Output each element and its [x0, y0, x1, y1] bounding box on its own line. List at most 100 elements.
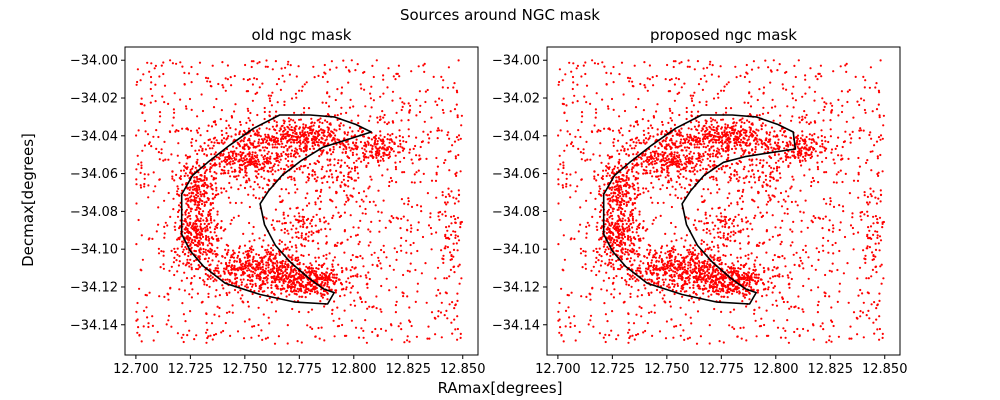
scatter-point: [303, 291, 306, 294]
scatter-point: [282, 150, 285, 154]
scatter-point: [364, 207, 367, 211]
scatter-point: [448, 195, 451, 198]
scatter-point: [783, 212, 786, 215]
scatter-point: [332, 214, 335, 217]
scatter-point: [825, 202, 828, 205]
scatter-point: [629, 77, 632, 80]
scatter-point: [335, 279, 338, 283]
scatter-point: [162, 159, 165, 162]
scatter-point: [205, 234, 208, 238]
scatter-point: [309, 125, 312, 128]
scatter-point: [579, 223, 582, 226]
scatter-point: [287, 214, 290, 217]
scatter-point: [717, 96, 720, 99]
scatter-point: [739, 263, 743, 267]
scatter-point: [258, 149, 261, 152]
x-tick-label: 12.725: [168, 362, 214, 377]
scatter-point: [377, 210, 380, 213]
scatter-point: [234, 277, 237, 280]
scatter-point: [296, 188, 299, 191]
scatter-point: [593, 177, 596, 180]
scatter-point: [380, 284, 383, 288]
scatter-point: [207, 144, 210, 147]
scatter-point: [848, 133, 852, 136]
scatter-point: [155, 230, 158, 233]
scatter-point: [262, 163, 266, 166]
scatter-point: [333, 273, 336, 276]
scatter-point: [454, 221, 457, 224]
scatter-point: [184, 211, 187, 214]
scatter-point: [442, 79, 445, 82]
scatter-point: [439, 311, 443, 314]
scatter-point: [813, 90, 817, 93]
scatter-point: [786, 207, 789, 211]
scatter-point: [217, 193, 220, 196]
scatter-point: [262, 239, 265, 242]
scatter-point: [457, 265, 460, 268]
scatter-point: [857, 294, 860, 297]
scatter-point: [231, 162, 234, 165]
scatter-point: [406, 335, 409, 338]
scatter-point: [377, 154, 380, 157]
scatter-point: [318, 133, 321, 136]
scatter-point: [171, 177, 174, 180]
scatter-point: [620, 127, 623, 130]
scatter-point: [307, 179, 310, 182]
scatter-point: [222, 153, 225, 156]
scatter-point: [230, 186, 233, 189]
scatter-point: [790, 185, 793, 188]
scatter-point: [397, 145, 400, 148]
scatter-point: [362, 329, 365, 332]
scatter-point: [814, 75, 817, 78]
scatter-point: [855, 316, 858, 319]
scatter-point: [266, 146, 269, 150]
scatter-point: [251, 161, 254, 164]
scatter-point: [454, 303, 457, 306]
scatter-point: [760, 215, 763, 219]
scatter-point: [450, 222, 453, 225]
scatter-point: [238, 251, 241, 254]
scatter-point: [186, 174, 189, 177]
scatter-point: [386, 138, 389, 141]
scatter-point: [693, 91, 696, 94]
scatter-point: [454, 328, 457, 331]
scatter-point: [195, 215, 198, 218]
scatter-point: [445, 203, 448, 206]
scatter-point: [372, 75, 375, 79]
scatter-point: [357, 157, 360, 160]
scatter-point: [194, 149, 197, 152]
scatter-point: [260, 175, 263, 178]
scatter-point: [278, 129, 281, 132]
scatter-point: [346, 164, 349, 168]
scatter-point: [374, 139, 377, 142]
scatter-point: [720, 310, 723, 313]
scatter-point: [356, 145, 359, 148]
scatter-point: [160, 64, 163, 67]
scatter-point: [838, 282, 842, 285]
scatter-point: [243, 137, 246, 140]
scatter-point: [213, 313, 216, 316]
scatter-point: [304, 131, 307, 134]
scatter-point: [342, 174, 345, 177]
scatter-point: [789, 244, 792, 247]
scatter-point: [772, 319, 776, 322]
scatter-point: [320, 271, 323, 274]
scatter-point: [395, 286, 398, 289]
scatter-point: [692, 94, 695, 97]
scatter-point: [298, 215, 301, 218]
scatter-point: [229, 256, 232, 259]
scatter-point: [394, 311, 397, 314]
scatter-point: [407, 203, 410, 206]
scatter-point: [333, 158, 336, 161]
scatter-point: [275, 83, 279, 86]
scatter-point: [374, 134, 378, 137]
scatter-point: [390, 324, 393, 327]
scatter-point: [199, 217, 202, 220]
scatter-point: [238, 260, 242, 263]
scatter-point: [196, 292, 199, 295]
scatter-point: [347, 143, 350, 146]
scatter-point: [209, 263, 212, 266]
scatter-point: [595, 273, 598, 277]
scatter-point: [698, 220, 701, 223]
scatter-point: [808, 86, 811, 89]
